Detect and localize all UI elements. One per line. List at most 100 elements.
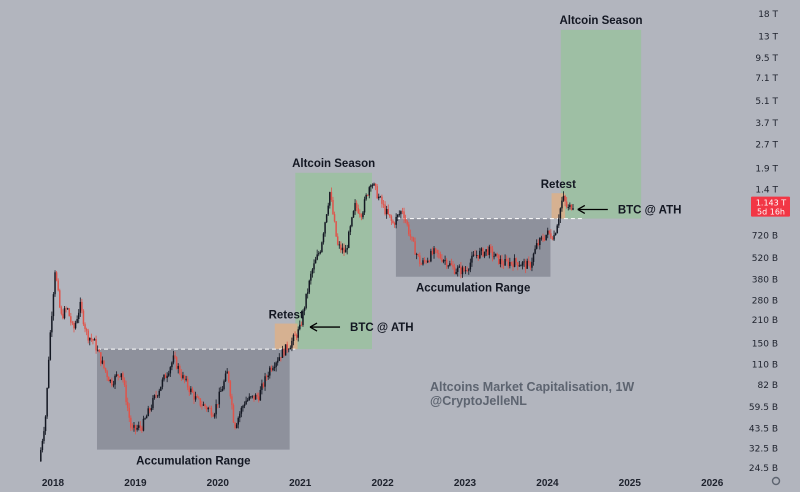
candle-body [346, 247, 348, 250]
candle-249 [433, 245, 435, 259]
candle-body [445, 259, 448, 267]
candle-111 [215, 399, 217, 419]
candle-302 [516, 262, 519, 271]
candle-body [469, 262, 472, 270]
candle-body [265, 376, 268, 378]
x-axis[interactable]: 2018 2019 2020 2021 2022 2023 2024 2025 2026 [42, 476, 781, 490]
candle-41 [104, 367, 107, 373]
candle-5 [47, 356, 50, 389]
candle-294 [504, 254, 506, 266]
candle-body [379, 196, 382, 198]
candle-body [471, 255, 473, 263]
candle-body [281, 349, 284, 358]
candle-199 [354, 199, 356, 215]
candle-281 [483, 251, 486, 259]
candle-body [213, 414, 216, 417]
candle-182 [327, 202, 329, 216]
candle-body [419, 255, 421, 264]
candle-body [314, 259, 317, 264]
candle-body [302, 310, 304, 326]
candle-body [496, 253, 498, 255]
candle-body [535, 243, 538, 249]
candle-body [360, 214, 363, 218]
reference-lines-layer [96, 218, 585, 350]
candle-body [70, 316, 72, 323]
candle-263 [455, 268, 457, 275]
candle-239 [417, 253, 419, 257]
btc-ath-2-label: BTC @ ATH [618, 204, 682, 216]
candle-body [565, 201, 568, 208]
candle-240 [419, 252, 421, 267]
candle-body [316, 254, 318, 260]
candle-35 [95, 335, 97, 354]
candle-85 [174, 351, 176, 360]
candle-152 [280, 357, 282, 362]
candle-145 [269, 365, 271, 379]
accumulation-label-2: Accumulation Range [416, 283, 530, 295]
candle-body [303, 307, 306, 311]
candle-body [311, 269, 314, 274]
candle-115 [221, 386, 224, 392]
y-tick-14: 150 B [752, 339, 778, 349]
candle-3 [44, 415, 47, 435]
candle-99 [196, 394, 198, 398]
candle-body [183, 375, 186, 380]
candle-190 [340, 241, 342, 253]
candle-body [163, 374, 165, 380]
candle-body [327, 205, 329, 215]
candle-116 [223, 379, 225, 391]
annotations-layer: Altcoin Season Altcoin Season Accumulation… [136, 15, 681, 468]
y-axis[interactable]: 18 T 13 T 9.5 T 7.1 T 5.1 T 3.7 T 2.7 T 1.9 T 1.… [749, 10, 790, 474]
candle-body [237, 417, 239, 425]
candle-body [232, 405, 235, 423]
candle-body [251, 395, 254, 397]
candle-40 [103, 360, 105, 370]
candle-body [164, 374, 167, 379]
candle-108 [210, 405, 213, 418]
candle-body [41, 440, 44, 450]
candle-258 [447, 264, 449, 269]
candle-body [134, 425, 137, 430]
candle-321 [546, 227, 549, 239]
candle-body [243, 404, 246, 407]
candle-201 [357, 204, 359, 215]
candle-318 [542, 233, 544, 243]
candle-172 [311, 268, 314, 278]
candle-body [257, 396, 260, 401]
candle-211 [373, 182, 375, 186]
candle-body [114, 375, 116, 385]
candle-body [235, 424, 238, 428]
candle-28 [84, 322, 86, 333]
candle-122 [232, 403, 235, 423]
candle-body [79, 301, 82, 313]
x-tick-2025: 2025 [619, 478, 642, 489]
candle-298 [510, 261, 513, 266]
candle-29 [85, 327, 88, 336]
candle-76 [160, 386, 162, 392]
candle-315 [537, 239, 540, 247]
candle-body [54, 272, 56, 295]
candle-131 [246, 397, 249, 402]
x-tick-2024: 2024 [536, 478, 559, 489]
candle-body [325, 214, 328, 223]
candle-23 [76, 315, 78, 324]
candle-body [351, 217, 353, 227]
candle-2 [43, 426, 45, 444]
candle-273 [471, 251, 473, 267]
candle-290 [498, 254, 500, 265]
candle-body [144, 418, 146, 420]
candle-body [254, 394, 257, 400]
candle-126 [239, 411, 241, 423]
candle-body [417, 254, 419, 256]
candle-body [409, 234, 412, 237]
zones-layer [96, 29, 642, 450]
candle-248 [431, 247, 434, 256]
candle-body [359, 213, 361, 215]
candle-160 [292, 333, 295, 346]
candle-80 [166, 372, 168, 383]
candle-body [89, 337, 91, 341]
candle-222 [390, 214, 393, 225]
watermark-title: Altcoins Market Capitalisation, 1W [430, 380, 634, 394]
candle-body [498, 254, 500, 264]
candle-body [153, 395, 156, 399]
